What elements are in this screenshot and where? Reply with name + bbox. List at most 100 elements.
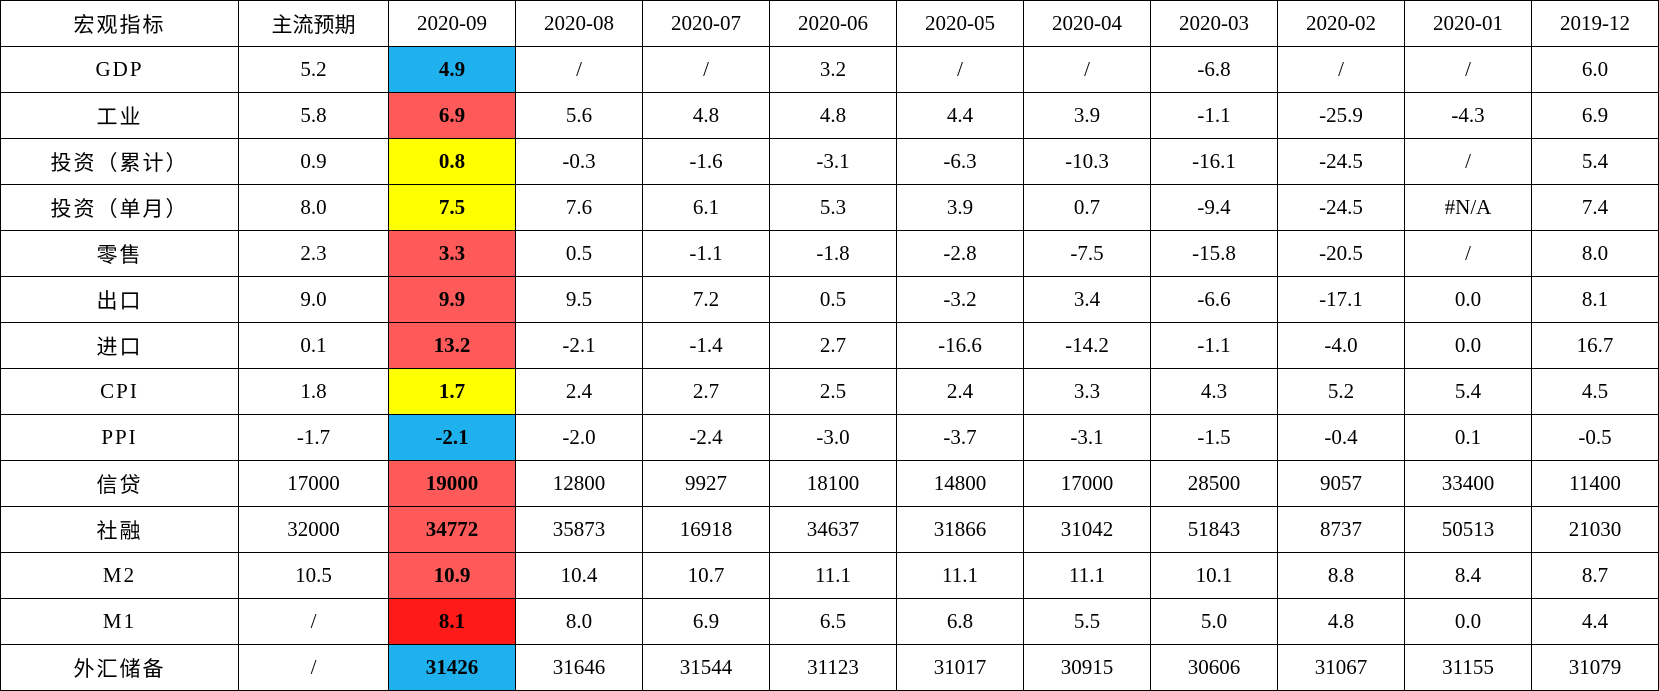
table-row: 外汇储备/31426 31646 31544 31123 31017 30915 30606… [0, 644, 1659, 691]
history-value-cell: 31544 [642, 644, 770, 691]
history-value-cell: 11.1 [1023, 552, 1151, 599]
history-value-cell: 31079 [1531, 644, 1659, 691]
current-value-cell: 13.2 [388, 322, 516, 369]
table-row: 信贷 17000 19000 12800 9927 18100 14800 17000 2850… [0, 460, 1659, 507]
history-value-cell: -24.5 [1277, 184, 1405, 231]
expected-value-cell: / [238, 644, 389, 691]
history-value-cell: 0.5 [769, 276, 897, 323]
table-row: 投资（单月） 8.0 7.5 7.6 6.1 5.3 3.9 0.7 -9.4 -24.5 #N/A… [0, 184, 1659, 231]
history-value-cell: -6.8 [1150, 46, 1278, 93]
history-value-cell: -24.5 [1277, 138, 1405, 185]
history-value-cell: 16918 [642, 506, 770, 553]
header-cell-month: 2020-07 [642, 0, 770, 47]
history-value-cell: 8.7 [1531, 552, 1659, 599]
table-row: M1/8.1 8.0 6.9 6.5 6.8 5.5 5.0 4.8 0.0 4.4 [0, 598, 1659, 645]
row-label-cell: 外汇储备 [0, 644, 239, 691]
table-row: PPI -1.7 -2.1 -2.0 -2.4 -3.0 -3.7 -3.1 -1.5 -0.4 0… [0, 414, 1659, 461]
header-cell-month: 2019-12 [1531, 0, 1659, 47]
history-value-cell: -1.4 [642, 322, 770, 369]
table-row: 进口 0.1 13.2 -2.1 -1.4 2.7 -16.6 -14.2 -1.1 -4.0 0.… [0, 322, 1659, 369]
history-value-cell: 8737 [1277, 506, 1405, 553]
history-value-cell: 4.4 [896, 92, 1024, 139]
expected-value-cell: 32000 [238, 506, 389, 553]
current-value-cell: 34772 [388, 506, 516, 553]
history-value-cell: 7.6 [515, 184, 643, 231]
history-value-cell: 5.4 [1404, 368, 1532, 415]
expected-value-cell: 5.2 [238, 46, 389, 93]
current-value-cell: 0.8 [388, 138, 516, 185]
row-label-cell: GDP [0, 46, 239, 93]
history-value-cell: -6.3 [896, 138, 1024, 185]
history-value-cell: 5.4 [1531, 138, 1659, 185]
history-value-cell: -1.5 [1150, 414, 1278, 461]
header-cell-month: 2020-04 [1023, 0, 1151, 47]
history-value-cell: 10.1 [1150, 552, 1278, 599]
history-value-cell: 21030 [1531, 506, 1659, 553]
history-value-cell: 2.4 [896, 368, 1024, 415]
history-value-cell: 28500 [1150, 460, 1278, 507]
history-value-cell: -1.6 [642, 138, 770, 185]
history-value-cell: 10.4 [515, 552, 643, 599]
history-value-cell: 8.0 [1531, 230, 1659, 277]
expected-value-cell: 8.0 [238, 184, 389, 231]
history-value-cell: -2.4 [642, 414, 770, 461]
history-value-cell: / [642, 46, 770, 93]
history-value-cell: -0.3 [515, 138, 643, 185]
row-label-cell: 投资（单月） [0, 184, 239, 231]
header-cell-expected: 主流预期 [238, 0, 389, 47]
history-value-cell: 9057 [1277, 460, 1405, 507]
history-value-cell: 7.4 [1531, 184, 1659, 231]
history-value-cell: 8.4 [1404, 552, 1532, 599]
current-value-cell: 4.9 [388, 46, 516, 93]
history-value-cell: 10.7 [642, 552, 770, 599]
table-row: 工业 5.8 6.9 5.6 4.8 4.8 4.4 3.9 -1.1 -25.9 -4.3 6.9 [0, 92, 1659, 139]
history-value-cell: -2.8 [896, 230, 1024, 277]
history-value-cell: 2.7 [769, 322, 897, 369]
current-value-cell: 3.3 [388, 230, 516, 277]
history-value-cell: 9.5 [515, 276, 643, 323]
table-row: GDP 5.2 4.9//3.2// -6.8//6.0 [0, 46, 1659, 93]
history-value-cell: -16.6 [896, 322, 1024, 369]
history-value-cell: -7.5 [1023, 230, 1151, 277]
table-header-row: 宏观指标 主流预期 2020-09 2020-08 2020-07 2020-06 2020… [0, 0, 1659, 47]
table-row: 出口 9.0 9.9 9.5 7.2 0.5 -3.2 3.4 -6.6 -17.1 0.0 8.1 [0, 276, 1659, 323]
history-value-cell: 4.8 [642, 92, 770, 139]
history-value-cell: 31017 [896, 644, 1024, 691]
history-value-cell: -15.8 [1150, 230, 1278, 277]
history-value-cell: 14800 [896, 460, 1024, 507]
history-value-cell: -14.2 [1023, 322, 1151, 369]
history-value-cell: 5.3 [769, 184, 897, 231]
current-value-cell: 9.9 [388, 276, 516, 323]
history-value-cell: 9927 [642, 460, 770, 507]
history-value-cell: / [1277, 46, 1405, 93]
history-value-cell: 2.4 [515, 368, 643, 415]
history-value-cell: 31123 [769, 644, 897, 691]
history-value-cell: 18100 [769, 460, 897, 507]
history-value-cell: 51843 [1150, 506, 1278, 553]
history-value-cell: -2.0 [515, 414, 643, 461]
header-cell-month: 2020-08 [515, 0, 643, 47]
history-value-cell: -2.1 [515, 322, 643, 369]
header-cell-month: 2020-05 [896, 0, 1024, 47]
history-value-cell: 35873 [515, 506, 643, 553]
history-value-cell: 2.7 [642, 368, 770, 415]
history-value-cell: 31042 [1023, 506, 1151, 553]
history-value-cell: 50513 [1404, 506, 1532, 553]
history-value-cell: 8.8 [1277, 552, 1405, 599]
history-value-cell: 0.0 [1404, 276, 1532, 323]
current-value-cell: 19000 [388, 460, 516, 507]
history-value-cell: 0.0 [1404, 598, 1532, 645]
history-value-cell: -1.1 [642, 230, 770, 277]
history-value-cell: 16.7 [1531, 322, 1659, 369]
header-cell-month: 2020-06 [769, 0, 897, 47]
expected-value-cell: 0.9 [238, 138, 389, 185]
history-value-cell: -4.0 [1277, 322, 1405, 369]
history-value-cell: 31646 [515, 644, 643, 691]
header-cell-month: 2020-01 [1404, 0, 1532, 47]
history-value-cell: -17.1 [1277, 276, 1405, 323]
history-value-cell: 17000 [1023, 460, 1151, 507]
row-label-cell: 出口 [0, 276, 239, 323]
history-value-cell: -0.5 [1531, 414, 1659, 461]
current-value-cell: 7.5 [388, 184, 516, 231]
history-value-cell: -3.1 [769, 138, 897, 185]
